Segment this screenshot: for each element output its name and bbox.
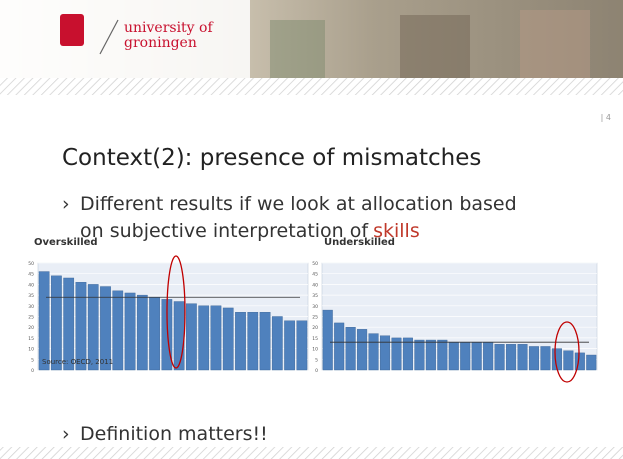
bar — [426, 340, 436, 370]
bar — [346, 327, 356, 370]
bar — [529, 346, 539, 370]
y-tick-label: 5 — [315, 357, 318, 363]
bar — [174, 302, 184, 370]
y-tick-label: 15 — [312, 336, 318, 342]
y-tick-label: 25 — [28, 315, 34, 321]
bar — [248, 312, 258, 370]
bar — [51, 276, 61, 370]
bar — [223, 308, 233, 370]
bar — [137, 295, 147, 370]
bar — [297, 321, 307, 370]
y-tick-label: 20 — [28, 325, 34, 331]
bar — [518, 344, 528, 370]
bar — [149, 297, 159, 370]
bar — [199, 306, 209, 370]
y-tick-label: 50 — [28, 261, 34, 267]
bar — [211, 306, 221, 370]
university-name: university of — [124, 20, 214, 36]
y-tick-label: 35 — [28, 293, 34, 299]
university-name: groningen — [124, 35, 197, 51]
bar — [541, 346, 551, 370]
bar — [564, 351, 574, 370]
bar — [495, 344, 505, 370]
y-tick-label: 10 — [28, 347, 34, 353]
bar — [415, 340, 425, 370]
bar — [438, 340, 448, 370]
bar — [586, 355, 596, 370]
bar — [323, 310, 333, 370]
logo-shield — [60, 14, 84, 46]
y-tick-label: 45 — [28, 272, 34, 278]
y-tick-label: 0 — [315, 368, 318, 374]
chart-title: Underskilled — [324, 237, 395, 248]
bar — [575, 353, 585, 370]
bar — [76, 282, 86, 370]
bar — [260, 312, 270, 370]
bar — [357, 329, 367, 370]
photo-figure — [400, 15, 470, 78]
bar — [472, 342, 482, 370]
bar — [506, 344, 516, 370]
y-tick-label: 25 — [312, 315, 318, 321]
bar — [64, 278, 74, 370]
y-tick-label: 30 — [28, 304, 34, 310]
bar — [392, 338, 402, 370]
y-tick-label: 40 — [28, 282, 34, 288]
bar — [235, 312, 245, 370]
bar — [39, 272, 49, 370]
chart-title: Overskilled — [34, 237, 98, 248]
photo-figure — [520, 10, 590, 78]
bar — [186, 304, 196, 370]
y-tick-label: 40 — [312, 282, 318, 288]
y-tick-label: 10 — [312, 347, 318, 353]
y-tick-label: 50 — [312, 261, 318, 267]
y-tick-label: 30 — [312, 304, 318, 310]
y-tick-label: 5 — [31, 357, 34, 363]
bar — [125, 293, 135, 370]
bar — [449, 342, 459, 370]
y-tick-label: 0 — [31, 368, 34, 374]
bar — [272, 317, 282, 371]
hatched-band — [0, 78, 623, 95]
y-tick-label: 15 — [28, 336, 34, 342]
bar — [460, 342, 470, 370]
bullet-text: Different results if we look at allocati… — [80, 193, 517, 215]
bar — [483, 342, 493, 370]
y-tick-label: 20 — [312, 325, 318, 331]
bar — [369, 334, 379, 370]
bar — [113, 291, 123, 370]
bullet-symbol: › — [62, 423, 70, 445]
slide: university of groningen | 4 Context(2): … — [0, 0, 623, 459]
hatched-band — [0, 447, 623, 459]
photo-figure — [270, 20, 325, 78]
chart-source: Source: OECD, 2011 — [42, 358, 113, 366]
y-tick-label: 45 — [312, 272, 318, 278]
y-tick-label: 35 — [312, 293, 318, 299]
bar — [403, 338, 413, 370]
bullet-text: Definition matters!! — [80, 423, 268, 445]
slide-title: Context(2): presence of mismatches — [62, 145, 481, 171]
bar — [334, 323, 344, 370]
bar — [380, 336, 390, 370]
slide-number: | 4 — [601, 113, 611, 122]
bullet-symbol: › — [62, 193, 70, 215]
bar — [284, 321, 294, 370]
